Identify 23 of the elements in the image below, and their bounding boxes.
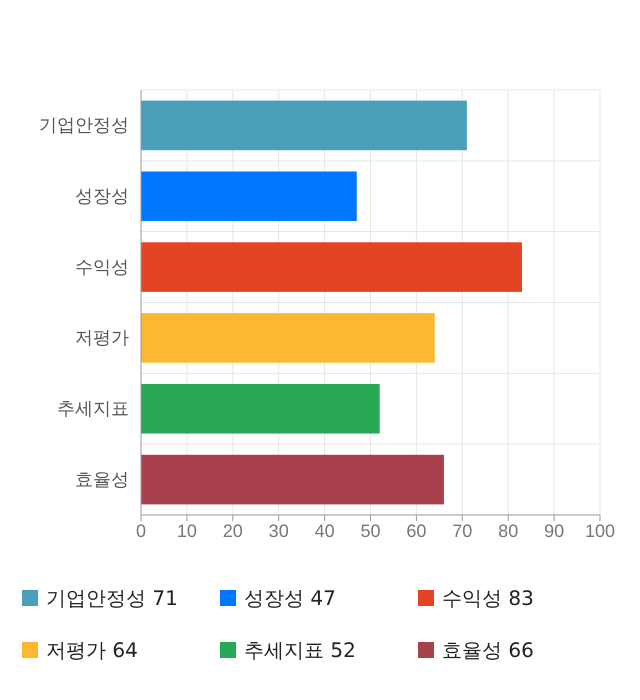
legend-label: 기업안정성 71: [46, 586, 178, 610]
y-tick-label: 수익성: [75, 256, 129, 277]
y-tick-label: 성장성: [75, 186, 129, 206]
y-tick-label: 기업안정성: [39, 115, 129, 136]
x-tick-label: 30: [268, 520, 289, 541]
x-tick-label: 70: [452, 520, 472, 541]
legend-label: 효율성 66: [442, 638, 534, 662]
x-tick-label: 60: [406, 520, 426, 541]
legend-label: 추세지표 52: [244, 638, 356, 662]
y-tick-label: 효율성: [75, 469, 129, 490]
x-tick-label: 0: [136, 520, 146, 541]
x-tick-label: 90: [544, 520, 564, 541]
legend-label: 성장성 47: [244, 586, 336, 610]
x-tick-label: 40: [314, 520, 335, 541]
x-tick-label: 20: [222, 520, 243, 541]
legend-label: 저평가 64: [46, 638, 138, 662]
y-tick-label: 저평가: [75, 328, 129, 348]
x-tick-label: 10: [176, 520, 197, 541]
legend-label: 수익성 83: [442, 586, 534, 610]
x-tick-label: 80: [498, 520, 518, 541]
x-tick-label: 50: [360, 520, 381, 541]
x-tick-label: 100: [584, 520, 616, 541]
y-tick-label: 추세지표: [57, 398, 129, 419]
